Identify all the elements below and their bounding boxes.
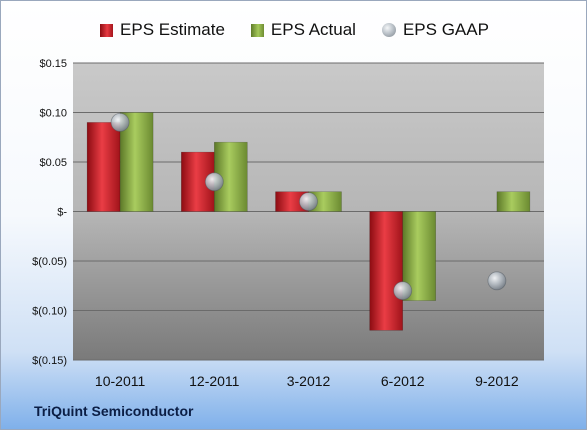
y-tick-label: $- xyxy=(57,207,67,219)
x-tick-label: 3-2012 xyxy=(287,373,331,389)
x-tick-label: 9-2012 xyxy=(475,373,519,389)
legend-label-eps-gaap: EPS GAAP xyxy=(402,20,489,39)
legend-swatch-eps-actual xyxy=(250,23,264,37)
legend-item-eps-estimate: EPS Estimate xyxy=(100,20,225,40)
y-tick-label: $(0.05) xyxy=(32,256,67,268)
legend-swatch-eps-gaap xyxy=(381,23,396,37)
y-tick-label: $0.10 xyxy=(39,108,67,120)
legend-swatch-eps-estimate xyxy=(100,23,114,37)
x-tick-label: 10-2011 xyxy=(95,373,146,389)
x-tick-label: 12-2011 xyxy=(189,373,240,389)
legend-item-eps-actual: EPS Actual xyxy=(250,20,356,40)
company-name: TriQuint Semiconductor xyxy=(34,403,194,419)
y-tick-label: $0.15 xyxy=(39,58,67,70)
bar-eps-estimate xyxy=(86,122,121,212)
point-eps-gaap xyxy=(110,113,130,132)
y-tick-label: $(0.15) xyxy=(32,355,67,367)
x-tick-label: 6-2012 xyxy=(381,373,425,389)
bar-eps-estimate xyxy=(369,211,404,331)
legend-item-eps-gaap: EPS GAAP xyxy=(381,20,489,40)
bar-eps-actual xyxy=(496,191,531,212)
chart-legend: EPS Estimate EPS Actual EPS GAAP xyxy=(1,17,586,43)
point-eps-gaap xyxy=(393,281,413,301)
point-eps-gaap xyxy=(204,172,224,192)
y-tick-label: $0.05 xyxy=(39,157,67,169)
point-eps-gaap xyxy=(487,271,507,291)
point-eps-gaap xyxy=(299,192,318,212)
y-tick-label: $(0.10) xyxy=(32,306,67,318)
legend-label-eps-actual: EPS Actual xyxy=(270,20,356,39)
legend-label-eps-estimate: EPS Estimate xyxy=(120,20,225,39)
